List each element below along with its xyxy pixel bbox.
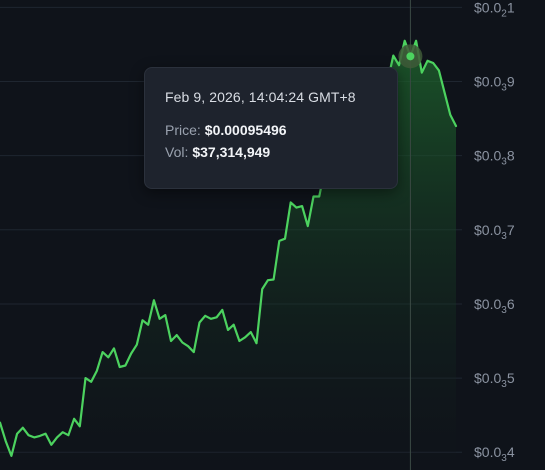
tooltip-price-row: Price: $0.00095496 xyxy=(165,122,377,138)
y-tick-label: $0.039 xyxy=(474,74,515,94)
tooltip-vol-value: $37,314,949 xyxy=(192,144,271,160)
y-tick-label: $0.036 xyxy=(474,296,515,316)
y-tick-label: $0.038 xyxy=(474,148,515,168)
tooltip-vol-label: Vol: xyxy=(165,144,189,160)
y-tick-label: $0.037 xyxy=(474,222,515,242)
y-tick-label: $0.021 xyxy=(474,0,515,19)
y-axis: $0.021 $0.039 $0.038 $0.037 $0.036 $0.035 $0.0… xyxy=(474,0,515,464)
tooltip-price-value: $0.00095496 xyxy=(204,122,287,138)
tooltip-price-label: Price: xyxy=(165,122,201,138)
hover-marker-layer xyxy=(398,44,423,69)
tooltip-date: Feb 9, 2026, 14:04:24 GMT+8 xyxy=(165,89,356,105)
y-tick-label: $0.034 xyxy=(474,444,515,464)
y-tick-label: $0.035 xyxy=(474,370,515,390)
hover-marker-dot xyxy=(406,52,415,61)
price-tooltip: Feb 9, 2026, 14:04:24 GMT+8 Price: $0.000… xyxy=(144,67,398,189)
tooltip-vol-row: Vol: $37,314,949 xyxy=(165,144,377,160)
